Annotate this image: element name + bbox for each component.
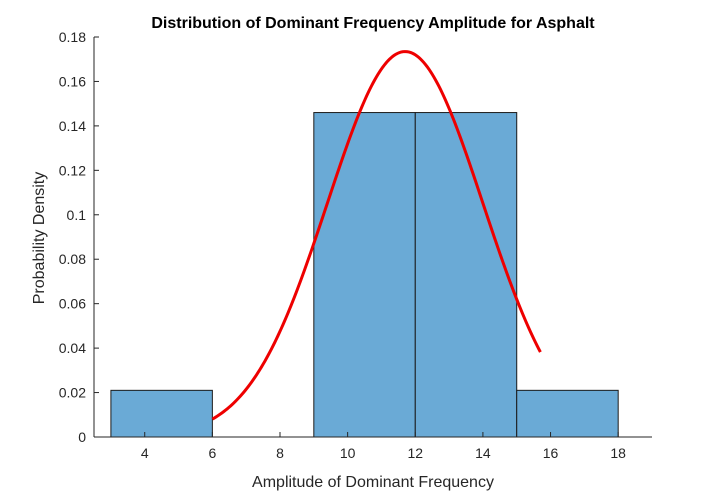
x-tick-label: 6 <box>208 445 216 461</box>
y-axis-label: Probability Density <box>31 172 48 305</box>
y-tick-label: 0.1 <box>67 207 87 223</box>
y-tick-label: 0.18 <box>59 29 86 45</box>
x-tick-label: 12 <box>407 445 423 461</box>
y-tick-label: 0.02 <box>59 385 86 401</box>
axes-group: 4 6 8 10 12 14 16 18 0 0.02 0.04 0.06 0.08 0.1 0.12 0.1… <box>59 29 652 461</box>
x-tick-label: 16 <box>543 445 559 461</box>
y-tick-label: 0.12 <box>59 162 86 178</box>
y-tick-label: 0.16 <box>59 73 86 89</box>
bars-group <box>110 112 619 438</box>
histogram-bar-3 <box>516 389 619 438</box>
y-tick-label: 0.14 <box>59 118 86 134</box>
histogram-bar-2 <box>414 112 518 438</box>
x-axis-label: Amplitude of Dominant Frequency <box>252 474 494 491</box>
x-tick-label: 4 <box>141 445 149 461</box>
y-tick-label: 0.06 <box>59 296 86 312</box>
histogram-bar-1 <box>313 112 416 438</box>
histogram-bar-0 <box>110 389 213 438</box>
chart-title: Distribution of Dominant Frequency Ampli… <box>151 15 595 32</box>
x-tick-label: 14 <box>475 445 491 461</box>
x-tick-label: 10 <box>340 445 356 461</box>
y-tick-label: 0.04 <box>59 340 86 356</box>
fit-curve <box>211 50 542 421</box>
y-tick-label: 0.08 <box>59 251 86 267</box>
x-tick-label: 8 <box>276 445 284 461</box>
x-tick-label: 18 <box>610 445 626 461</box>
y-tick-label: 0 <box>78 429 86 445</box>
